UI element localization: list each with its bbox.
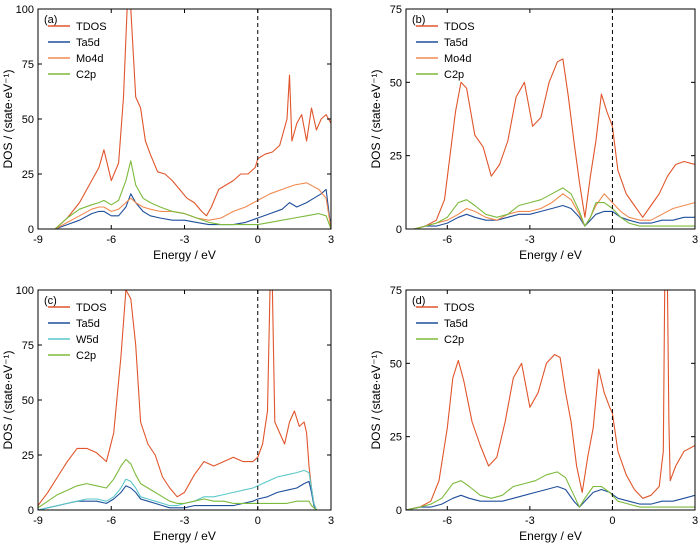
x-tick-label: -9: [33, 234, 43, 246]
plot-frame: [405, 8, 696, 230]
series-group: [54, 9, 331, 229]
legend-label: Ta5d: [444, 318, 468, 330]
legend: TDOS Ta5d C2p: [416, 302, 475, 346]
x-tick-label: 3: [328, 234, 334, 246]
series-line-w5d: [38, 469, 317, 510]
series-line-c2p: [38, 458, 317, 510]
y-axis-label: DOS / (state·eV⁻¹): [1, 69, 15, 168]
series-line-ta5d: [38, 480, 317, 510]
series-line-c2p: [414, 187, 695, 229]
y-tick-label: 100: [16, 4, 34, 16]
series-line-c2p: [54, 160, 331, 229]
legend-label: TDOS: [76, 302, 107, 314]
y-tick-label: 50: [22, 395, 34, 407]
x-tick-label: -3: [525, 515, 535, 527]
y-tick-label: 75: [390, 285, 402, 297]
x-tick-label: 0: [609, 515, 615, 527]
y-tick-label: 0: [28, 505, 34, 517]
legend-label: C2p: [444, 334, 464, 346]
legend-label: TDOS: [444, 302, 475, 314]
y-tick-label: 75: [22, 340, 34, 352]
x-tick-label: 3: [328, 515, 334, 527]
x-tick-label: -3: [525, 234, 535, 246]
y-tick-label: 75: [22, 59, 34, 71]
panel-label: (d): [412, 295, 425, 307]
y-axis-label: DOS / (state·eV⁻¹): [369, 69, 383, 168]
legend-label: Mo4d: [444, 53, 472, 65]
y-tick-label: 50: [390, 358, 402, 370]
y-tick-label: 50: [22, 114, 34, 126]
x-tick-label: -6: [442, 234, 452, 246]
x-tick-label: 3: [692, 234, 698, 246]
plot-frame: [405, 289, 696, 511]
series-line-mo4d: [414, 193, 695, 229]
series-line-tdos: [406, 290, 695, 510]
legend-label: Mo4d: [76, 53, 104, 65]
x-tick-label: -9: [33, 515, 43, 527]
legend-label: W5d: [76, 334, 99, 346]
x-tick-label: -6: [442, 515, 452, 527]
series-group: [414, 58, 695, 229]
legend-label: C2p: [76, 69, 96, 81]
panel-label: (b): [412, 14, 425, 26]
y-tick-label: 25: [22, 169, 34, 181]
series-group: [38, 290, 317, 510]
x-tick-label: 0: [255, 234, 261, 246]
series-group: [406, 290, 695, 510]
x-axis-label: Energy / eV: [519, 529, 582, 543]
legend-label: C2p: [444, 69, 464, 81]
y-tick-label: 0: [396, 505, 402, 517]
panel-d: -6 -3 0 3 0 25 50 75 Energy / eV DOS / (state·eV⁻…: [369, 285, 698, 543]
x-axis-label: Energy / eV: [153, 529, 216, 543]
series-line-ta5d: [406, 485, 695, 510]
y-tick-label: 75: [390, 4, 402, 16]
x-axis-label: Energy / eV: [153, 248, 216, 262]
panel-label: (c): [44, 295, 57, 307]
y-tick-label: 25: [22, 450, 34, 462]
panel-c: -9 -6 -3 0 3 0 25 50 75 100 Energy / eV DOS / (stat…: [1, 285, 334, 543]
x-axis-label: Energy / eV: [519, 248, 582, 262]
panel-a: -9 -6 -3 0 3 0 25 50 75 100 Energy / eV DOS / (stat…: [1, 4, 334, 262]
y-tick-label: 25: [390, 151, 402, 163]
series-line-ta5d: [414, 204, 695, 229]
legend: TDOS Ta5d W5d C2p: [48, 302, 107, 362]
panel-label: (a): [44, 14, 57, 26]
panel-b: -6 -3 0 3 0 25 50 75 Energy / eV DOS / (state·eV⁻…: [369, 4, 698, 262]
legend-label: Ta5d: [76, 318, 100, 330]
y-axis-label: DOS / (state·eV⁻¹): [1, 350, 15, 449]
x-tick-label: -3: [180, 234, 190, 246]
x-tick-label: -6: [106, 515, 116, 527]
legend-label: Ta5d: [444, 37, 468, 49]
legend-label: TDOS: [76, 21, 107, 33]
series-line-ta5d: [54, 188, 331, 229]
y-tick-label: 50: [390, 77, 402, 89]
y-axis-label: DOS / (state·eV⁻¹): [369, 350, 383, 449]
y-tick-label: 25: [390, 432, 402, 444]
series-line-tdos: [414, 58, 695, 229]
series-line-tdos: [38, 290, 317, 510]
legend: TDOS Ta5d Mo4d C2p: [416, 21, 475, 81]
legend-label: TDOS: [444, 21, 475, 33]
x-tick-label: 3: [692, 515, 698, 527]
legend-label: Ta5d: [76, 37, 100, 49]
y-tick-label: 100: [16, 285, 34, 297]
x-tick-label: 0: [609, 234, 615, 246]
series-line-tdos: [54, 9, 331, 229]
y-tick-label: 0: [28, 224, 34, 236]
legend: TDOS Ta5d Mo4d C2p: [48, 21, 107, 81]
x-tick-label: -6: [106, 234, 116, 246]
legend-label: C2p: [76, 350, 96, 362]
x-tick-label: 0: [255, 515, 261, 527]
series-line-c2p: [406, 471, 695, 510]
y-tick-label: 0: [396, 224, 402, 236]
x-tick-label: -3: [180, 515, 190, 527]
